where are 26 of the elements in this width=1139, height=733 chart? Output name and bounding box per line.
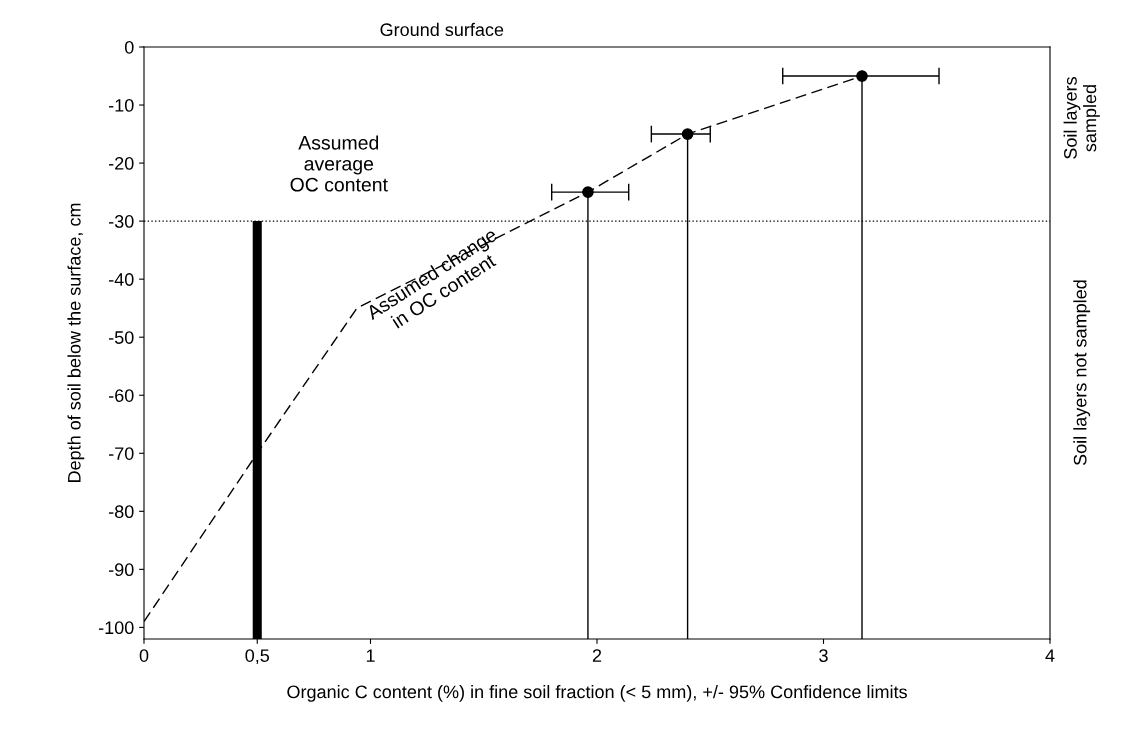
x-tick-label: 2 — [592, 649, 602, 662]
text: Soil layers not sampled — [1073, 280, 1091, 466]
chart-title: Ground surface — [380, 22, 504, 37]
y-tick-label: -40 — [108, 273, 134, 286]
point — [582, 186, 594, 198]
y-tick-label: -100 — [98, 621, 134, 635]
text: Soil layers sampled — [1063, 77, 1100, 159]
y-tick-label: -80 — [108, 505, 134, 519]
y-tick-label: -60 — [108, 389, 134, 402]
annotation: Assumed average OC content — [290, 135, 388, 192]
y-tick-label: -20 — [108, 157, 134, 170]
point — [681, 128, 694, 140]
y-tick-label: -50 — [108, 331, 134, 344]
point — [856, 70, 868, 82]
y-tick-label: -30 — [108, 215, 134, 228]
y-tick-label: -10 — [108, 98, 134, 112]
x-tick-label: 3 — [819, 649, 828, 662]
x-axis-title: Organic C content (%) in fine soil fraction (< 5 mm), +/- 95% Confidence limits — [287, 685, 907, 702]
y-tick-label: 0 — [124, 40, 134, 54]
y-tick-label: -70 — [108, 447, 134, 460]
x-tick-label: 4 — [1045, 649, 1055, 662]
y-tick-label: -90 — [108, 563, 134, 577]
y-axis-title: Depth of soil below the surface, cm — [67, 203, 85, 483]
x-tick-label: 0,5 — [245, 649, 270, 665]
x-tick-label: 0 — [139, 649, 149, 662]
x-tick-label: 1 — [366, 649, 375, 662]
